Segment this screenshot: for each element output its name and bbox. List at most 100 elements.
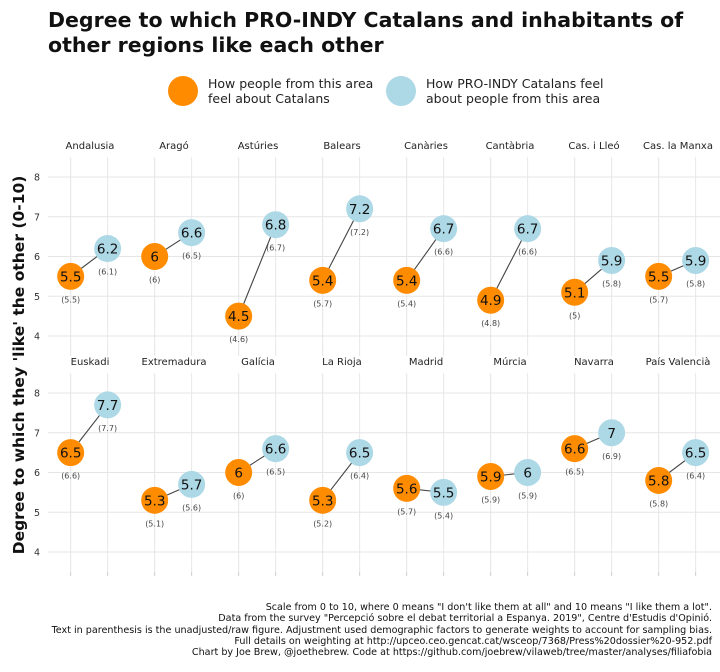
y-tick-label: 6	[34, 252, 40, 263]
value-label-indy-feels: 5.5	[433, 485, 454, 501]
y-tick-label: 5	[34, 292, 40, 303]
strip-label: Canàries	[404, 140, 448, 152]
point-indy-feels	[94, 235, 122, 263]
point-indy-feels	[598, 419, 626, 447]
y-tick-label: 4	[34, 332, 40, 343]
strip-label: Madrid	[409, 357, 443, 368]
panel-andalusia: Andalusia 5.5 6.2 (5.5) (6.1)	[48, 141, 132, 356]
panel-cantabria: Cantàbria 4.9 6.7 (4.8) (6.6)	[468, 140, 552, 356]
strip-label: Cas. la Manxa	[643, 141, 713, 152]
raw-label-indy-feels: (6.6)	[434, 248, 453, 257]
point-indy-feels	[682, 246, 710, 274]
point-area-feels	[309, 266, 337, 294]
y-tick-label: 5	[34, 508, 40, 519]
y-tick-label: 7	[34, 212, 40, 223]
raw-label-area-feels: (6.6)	[61, 472, 80, 481]
point-area-feels	[141, 486, 169, 514]
raw-label-indy-feels: (6.4)	[686, 472, 705, 481]
value-label-indy-feels: 6.7	[517, 222, 538, 238]
strip-label: Cas. i Lleó	[568, 140, 619, 152]
point-area-feels	[309, 486, 337, 514]
panel-murcia: Múrcia 5.9 6 (5.9) (5.9)	[468, 356, 552, 576]
point-indy-feels	[514, 215, 542, 243]
panel-balears: Balears 5.4 7.2 (5.7) (7.2)	[300, 141, 384, 356]
connector-line	[238, 224, 277, 317]
panel-asturies: Astúries 4.5 6.8 (4.6) (6.7)	[216, 140, 300, 356]
strip-label: Navarra	[574, 357, 614, 368]
caption-line-2: Data from the survey "Percepció sobre el…	[218, 613, 712, 625]
point-area-feels	[477, 286, 505, 314]
value-label-indy-feels: 6.8	[265, 218, 286, 234]
value-label-indy-feels: 7.2	[349, 202, 370, 218]
strip-label: La Rioja	[322, 357, 362, 368]
value-label-indy-feels: 5.9	[601, 253, 622, 269]
value-label-indy-feels: 6	[523, 466, 532, 482]
strip-label: Múrcia	[493, 356, 526, 368]
raw-label-area-feels: (6)	[233, 492, 244, 501]
panel-cas-la-manxa: Cas. la Manxa 5.5 5.9 (5.7) (5.8)	[636, 141, 720, 356]
raw-label-area-feels: (4.6)	[229, 335, 248, 344]
value-label-area-feels: 5.4	[312, 273, 333, 289]
value-label-area-feels: 5.5	[648, 269, 669, 285]
value-label-indy-feels: 6.6	[265, 442, 286, 458]
raw-label-indy-feels: (6.1)	[98, 268, 117, 277]
strip-label: Extremadura	[142, 357, 207, 368]
value-label-indy-feels: 6.5	[685, 446, 706, 462]
point-indy-feels	[682, 439, 710, 467]
raw-label-indy-feels: (5.8)	[602, 279, 621, 288]
caption-line-1: Scale from 0 to 10, where 0 means "I don…	[265, 602, 712, 613]
point-area-feels	[393, 474, 421, 502]
raw-label-indy-feels: (5.8)	[686, 279, 705, 288]
strip-label: País Valencià	[646, 356, 711, 368]
point-indy-feels	[430, 478, 458, 506]
raw-label-indy-feels: (6.4)	[350, 472, 369, 481]
point-area-feels	[393, 266, 421, 294]
raw-label-indy-feels: (7.2)	[350, 228, 369, 237]
value-label-area-feels: 5.9	[480, 469, 501, 485]
value-label-indy-feels: 6.2	[97, 242, 118, 258]
point-area-feels	[57, 262, 85, 290]
value-label-indy-feels: 7.7	[97, 398, 118, 414]
raw-label-indy-feels: (6.5)	[266, 468, 285, 477]
raw-label-area-feels: (5.2)	[313, 519, 332, 528]
point-indy-feels	[430, 215, 458, 243]
raw-label-area-feels: (5.7)	[397, 507, 416, 516]
panel-la-rioja: La Rioja 5.3 6.5 (5.2) (6.4)	[300, 357, 384, 576]
point-area-feels	[645, 466, 673, 494]
raw-label-area-feels: (5.7)	[649, 295, 668, 304]
raw-label-indy-feels: (5.4)	[434, 511, 453, 520]
y-axis-title: Degree to which they 'like' the other (0…	[10, 176, 28, 555]
strip-label: Galícia	[241, 356, 275, 368]
raw-label-area-feels: (5)	[569, 311, 580, 320]
value-label-indy-feels: 6.5	[349, 446, 370, 462]
caption-line-3: Text in parenthesis is the unadjusted/ra…	[51, 624, 712, 636]
raw-label-indy-feels: (5.6)	[182, 503, 201, 512]
y-tick-label: 6	[34, 468, 40, 479]
value-label-area-feels: 6	[150, 250, 159, 266]
chart-title-line-1: Degree to which PRO-INDY Catalans and in…	[48, 8, 684, 32]
value-label-indy-feels: 6.7	[433, 222, 454, 238]
point-area-feels	[225, 302, 253, 330]
strip-label: Balears	[323, 141, 360, 152]
point-indy-feels	[262, 435, 290, 463]
chart-title: Degree to which PRO-INDY Catalans and in…	[48, 8, 688, 58]
chart-title-line-2: other regions like each other	[48, 33, 384, 57]
y-tick-label: 8	[34, 173, 40, 184]
panel-madrid: Madrid 5.6 5.5 (5.7) (5.4)	[384, 357, 468, 576]
raw-label-indy-feels: (6.9)	[602, 452, 621, 461]
panel-extremadura: Extremadura 5.3 5.7 (5.1) (5.6)	[132, 357, 216, 576]
point-area-feels	[645, 262, 673, 290]
raw-label-area-feels: (5.9)	[481, 495, 500, 504]
value-label-area-feels: 5.6	[396, 481, 417, 497]
strip-label: Aragó	[159, 140, 189, 152]
strip-label: Cantàbria	[486, 140, 535, 152]
y-tick-label: 4	[34, 548, 40, 559]
point-area-feels	[57, 439, 85, 467]
point-indy-feels	[598, 246, 626, 274]
point-area-feels	[141, 243, 169, 270]
point-indy-feels	[346, 195, 374, 223]
point-area-feels	[561, 435, 589, 463]
panel-canaries: Canàries 5.4 6.7 (5.4) (6.6)	[384, 140, 468, 356]
raw-label-indy-feels: (6.5)	[182, 252, 201, 261]
panel-navarra: Navarra 6.6 7 (6.5) (6.9)	[552, 357, 636, 576]
